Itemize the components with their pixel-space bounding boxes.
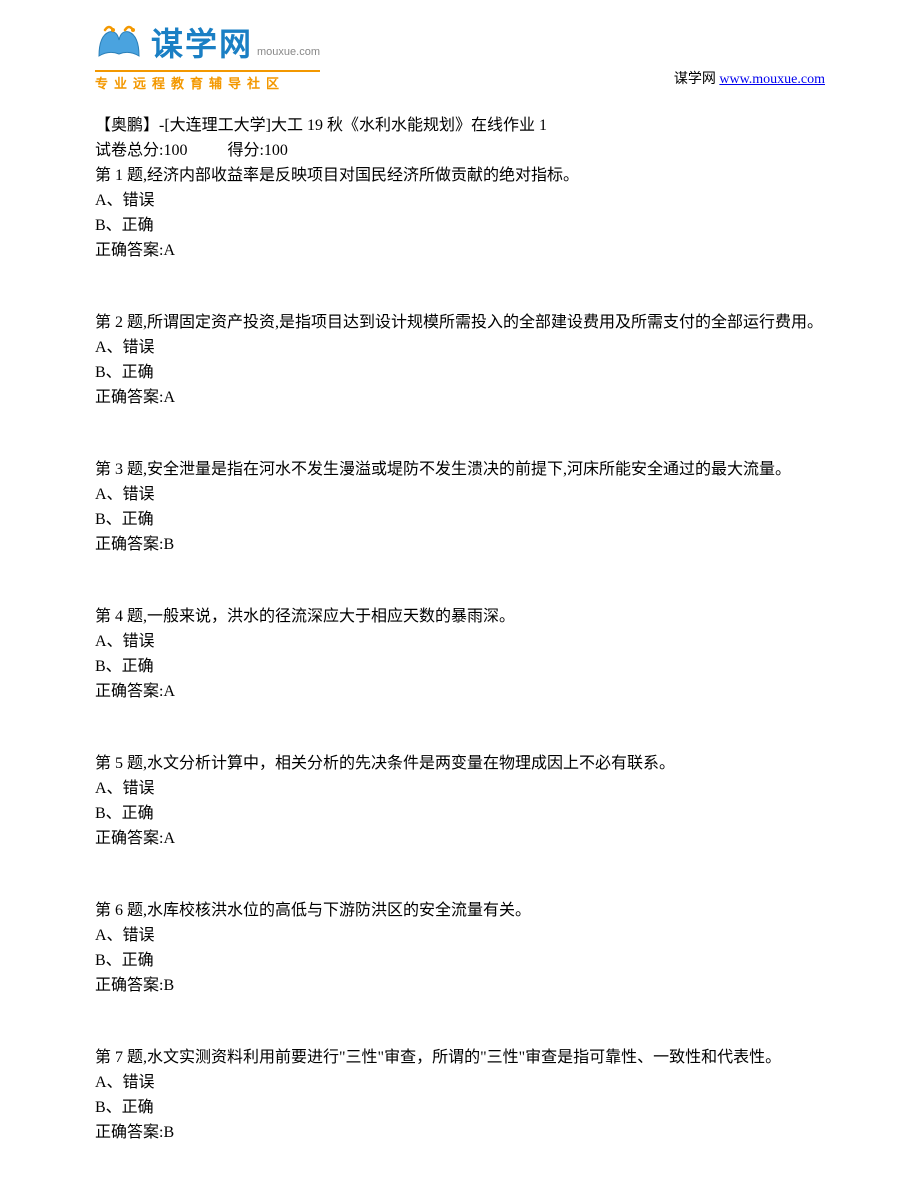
option-a: A、错误 xyxy=(95,1071,825,1095)
page-header: 谋学网 mouxue.com 专业远程教育辅导社区 谋学网 www.mouxue… xyxy=(95,20,825,94)
question-block: 第 4 题,一般来说，洪水的径流深应大于相应天数的暴雨深。A、错误B、正确正确答… xyxy=(95,605,825,704)
answer-line: 正确答案:A xyxy=(95,386,825,410)
question-prompt: 第 7 题,水文实测资料利用前要进行"三性"审查，所谓的"三性"审查是指可靠性、… xyxy=(95,1046,825,1070)
site-label: 谋学网 xyxy=(674,72,716,87)
book-icon xyxy=(95,24,143,64)
option-b: B、正确 xyxy=(95,361,825,385)
question-prompt: 第 5 题,水文分析计算中，相关分析的先决条件是两变量在物理成因上不必有联系。 xyxy=(95,752,825,776)
content: 【奥鹏】-[大连理工大学]大工 19 秋《水利水能规划》在线作业 1 试卷总分:… xyxy=(95,114,825,1145)
option-b: B、正确 xyxy=(95,802,825,826)
option-a: A、错误 xyxy=(95,336,825,360)
option-a: A、错误 xyxy=(95,630,825,654)
score-line: 试卷总分:100得分:100 xyxy=(95,139,825,163)
question-prompt: 第 1 题,经济内部收益率是反映项目对国民经济所做贡献的绝对指标。 xyxy=(95,164,825,188)
answer-line: 正确答案:A xyxy=(95,680,825,704)
question-prompt: 第 4 题,一般来说，洪水的径流深应大于相应天数的暴雨深。 xyxy=(95,605,825,629)
question-block: 第 6 题,水库校核洪水位的高低与下游防洪区的安全流量有关。A、错误B、正确正确… xyxy=(95,899,825,998)
question-prompt: 第 3 题,安全泄量是指在河水不发生漫溢或堤防不发生溃决的前提下,河床所能安全通… xyxy=(95,458,825,482)
option-a: A、错误 xyxy=(95,924,825,948)
option-a: A、错误 xyxy=(95,483,825,507)
answer-line: 正确答案:B xyxy=(95,974,825,998)
logo-text: 谋学网 mouxue.com xyxy=(151,20,320,68)
answer-line: 正确答案:B xyxy=(95,1121,825,1145)
answer-line: 正确答案:A xyxy=(95,239,825,263)
answer-line: 正确答案:B xyxy=(95,533,825,557)
answer-line: 正确答案:A xyxy=(95,827,825,851)
site-link[interactable]: www.mouxue.com xyxy=(719,72,825,87)
total-score-label: 试卷总分: xyxy=(95,142,163,159)
page-container: 谋学网 mouxue.com 专业远程教育辅导社区 谋学网 www.mouxue… xyxy=(0,0,920,1186)
question-prompt: 第 6 题,水库校核洪水位的高低与下游防洪区的安全流量有关。 xyxy=(95,899,825,923)
total-score: 100 xyxy=(163,142,187,159)
option-b: B、正确 xyxy=(95,949,825,973)
option-b: B、正确 xyxy=(95,1096,825,1120)
logo-cn-text: 谋学网 xyxy=(151,20,253,68)
question-block: 第 5 题,水文分析计算中，相关分析的先决条件是两变量在物理成因上不必有联系。A… xyxy=(95,752,825,851)
option-b: B、正确 xyxy=(95,214,825,238)
option-b: B、正确 xyxy=(95,508,825,532)
gained-score: 100 xyxy=(264,142,288,159)
logo: 谋学网 mouxue.com 专业远程教育辅导社区 xyxy=(95,20,320,94)
option-b: B、正确 xyxy=(95,655,825,679)
gained-score-label: 得分: xyxy=(227,142,263,159)
exam-title: 【奥鹏】-[大连理工大学]大工 19 秋《水利水能规划》在线作业 1 xyxy=(95,114,825,138)
question-prompt: 第 2 题,所谓固定资产投资,是指项目达到设计规模所需投入的全部建设费用及所需支… xyxy=(95,311,825,335)
question-block: 第 1 题,经济内部收益率是反映项目对国民经济所做贡献的绝对指标。A、错误B、正… xyxy=(95,164,825,263)
option-a: A、错误 xyxy=(95,777,825,801)
questions-container: 第 1 题,经济内部收益率是反映项目对国民经济所做贡献的绝对指标。A、错误B、正… xyxy=(95,164,825,1145)
header-right: 谋学网 www.mouxue.com xyxy=(674,69,825,94)
question-block: 第 3 题,安全泄量是指在河水不发生漫溢或堤防不发生溃决的前提下,河床所能安全通… xyxy=(95,458,825,557)
option-a: A、错误 xyxy=(95,189,825,213)
logo-en-text: mouxue.com xyxy=(257,44,320,61)
question-block: 第 7 题,水文实测资料利用前要进行"三性"审查，所谓的"三性"审查是指可靠性、… xyxy=(95,1046,825,1145)
logo-top: 谋学网 mouxue.com xyxy=(95,20,320,68)
question-block: 第 2 题,所谓固定资产投资,是指项目达到设计规模所需投入的全部建设费用及所需支… xyxy=(95,311,825,410)
logo-tagline: 专业远程教育辅导社区 xyxy=(95,70,320,94)
